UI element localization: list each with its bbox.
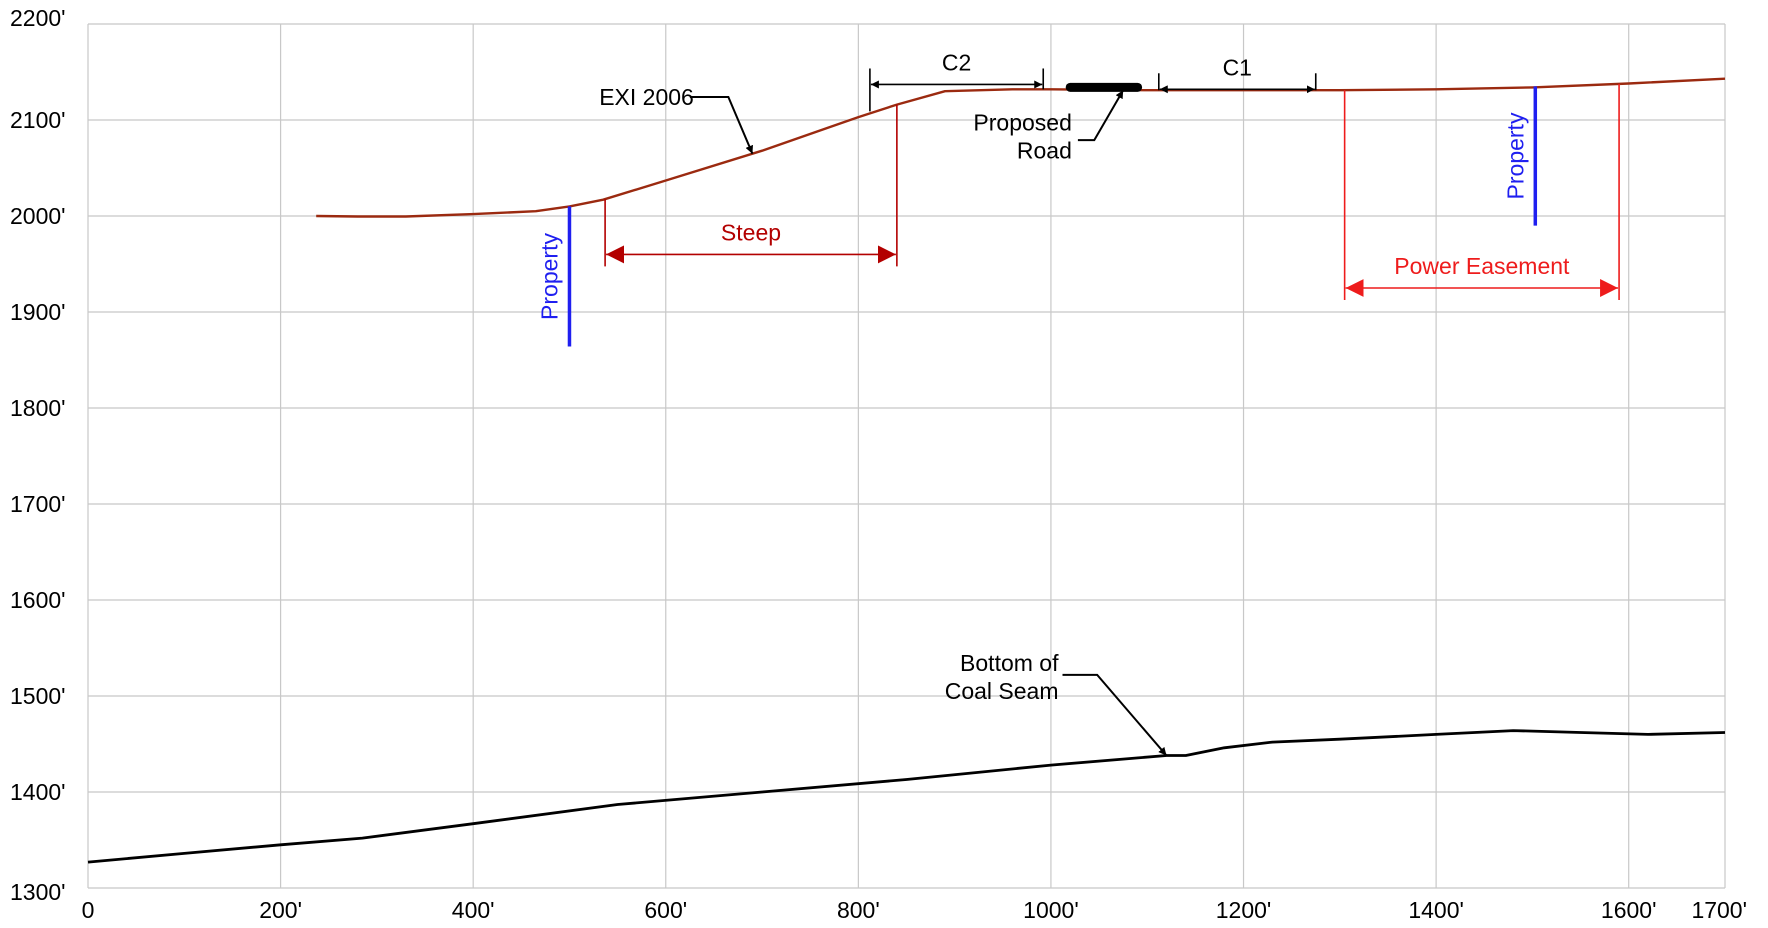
y-tick-label: 1600' xyxy=(10,587,66,613)
dimension-label: Steep xyxy=(721,219,781,245)
y-tick-label: 2000' xyxy=(10,203,66,229)
exi-2006-ground-line xyxy=(316,77,1726,218)
dimension-c1: C1 xyxy=(1157,54,1317,94)
y-tick-label: 1900' xyxy=(10,299,66,325)
x-tick-label: 600' xyxy=(644,897,687,923)
dimension-c2: C2 xyxy=(869,49,1045,112)
x-tick-label: 1200' xyxy=(1216,897,1272,923)
y-tick-label: 2100' xyxy=(10,107,66,133)
leader-label: EXI 2006 xyxy=(599,84,694,110)
series-layer xyxy=(87,77,1726,864)
y-tick-label: 1500' xyxy=(10,683,66,709)
x-tick-label: 400' xyxy=(452,897,495,923)
y-tick-label: 1800' xyxy=(10,395,66,421)
dimension-label: C2 xyxy=(942,49,971,75)
leader-label: Bottom of Coal Seam xyxy=(945,650,1059,704)
y-tick-label: 1400' xyxy=(10,779,66,805)
leader-label: Proposed Road xyxy=(973,110,1071,164)
leader-line xyxy=(1077,89,1125,142)
property-label: Property xyxy=(536,233,562,320)
dimension-power-easement: Power Easement xyxy=(1343,83,1620,300)
dimension-label: Power Easement xyxy=(1394,253,1570,279)
y-tick-label: 1300' xyxy=(10,879,66,905)
x-tick-label: 1000' xyxy=(1023,897,1079,923)
leader-proposed-road: Proposed Road xyxy=(973,89,1125,164)
x-tick-label: 0 xyxy=(82,897,95,923)
annotation-layer: EXI 2006 Bottom of Coal Seam Proposed Road C2… xyxy=(536,49,1620,757)
grid xyxy=(87,23,1726,889)
x-tick-label: 200' xyxy=(259,897,302,923)
y-tick-label: 2200' xyxy=(10,5,66,31)
leader-line xyxy=(1062,673,1168,757)
x-tick-label: 1400' xyxy=(1408,897,1464,923)
x-tick-label: 1600' xyxy=(1601,897,1657,923)
leader-bottom-of-coal-seam: Bottom of Coal Seam xyxy=(945,650,1168,757)
x-tick-label: 800' xyxy=(837,897,880,923)
property-label: Property xyxy=(1502,112,1528,199)
dimension-label: C1 xyxy=(1223,54,1252,80)
axes: 0 200' 400' 600' 800' 1000' 1200' 1400' 1600' 170… xyxy=(10,5,1747,923)
x-tick-label: 1700' xyxy=(1691,897,1747,923)
dimension-steep: Steep xyxy=(604,104,898,267)
y-tick-label: 1700' xyxy=(10,491,66,517)
leader-line xyxy=(689,95,754,155)
coal-seam-bottom-line xyxy=(87,729,1726,864)
property-marker: Property xyxy=(536,206,572,347)
property-marker: Property xyxy=(1502,86,1538,226)
leader-exi-2006: EXI 2006 xyxy=(599,84,754,155)
